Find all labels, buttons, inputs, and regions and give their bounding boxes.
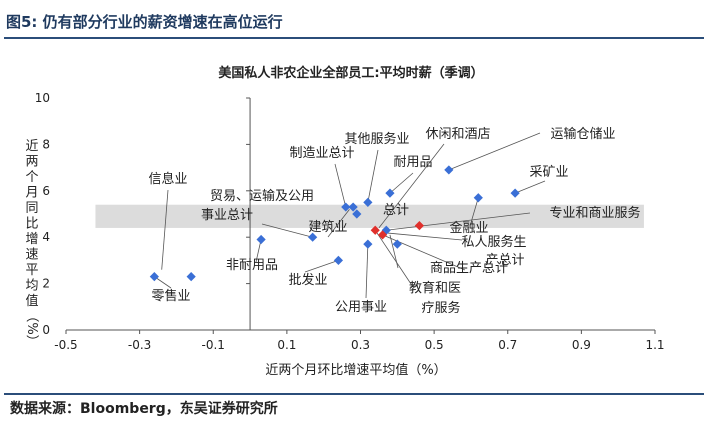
leader-line	[386, 212, 531, 231]
point-label: 产总计	[485, 253, 524, 268]
scatter-chart: 美国私人非农企业全部员工:平均时薪（季调） -0.5 -0.3 -0.1 0.1 0.3…	[24, 65, 665, 378]
highlight-band	[95, 204, 644, 228]
y-axis-title-char: 同	[25, 201, 38, 216]
data-point	[333, 255, 344, 265]
leader-line	[374, 230, 414, 288]
chart-title: 美国私人非农企业全部员工:平均时薪（季调）	[218, 65, 483, 81]
x-tick-label: -0.5	[54, 338, 77, 352]
x-tick-label: -0.1	[202, 338, 225, 352]
x-axis-title: 近两个月环比增速平均值（%）	[265, 362, 446, 378]
x-tick-label: 0.7	[498, 338, 517, 352]
y-tick-label: 8	[42, 137, 50, 151]
y-axis-title-char: 平	[25, 263, 38, 278]
leader-line	[389, 234, 399, 269]
leader-line	[378, 143, 445, 229]
point-label: 公用事业	[335, 300, 387, 315]
data-point	[149, 272, 159, 282]
footer-rule	[4, 393, 704, 395]
y-axis-title-char: 个	[25, 170, 38, 185]
x-tick-label: 0.5	[425, 338, 444, 352]
data-point	[370, 225, 380, 235]
data-point	[256, 234, 266, 245]
y-tick-label: 4	[42, 230, 50, 244]
leader-line	[389, 172, 414, 194]
data-point	[348, 202, 358, 212]
leader-line	[365, 244, 369, 299]
data-point	[385, 188, 395, 198]
point-label: 私人服务生	[461, 234, 526, 250]
leader-line	[261, 223, 313, 238]
x-tick-label: 0.1	[277, 338, 296, 352]
y-tick-label: 6	[42, 184, 50, 198]
point-label: 其他服务业	[344, 131, 409, 147]
point-label: 耐用品	[393, 155, 432, 170]
point-label: 采矿业	[529, 165, 568, 180]
point-label: 教育和医	[409, 280, 461, 296]
y-axis-title-char: 月	[25, 186, 38, 201]
point-label: 总计	[383, 203, 409, 218]
leader-line	[154, 276, 172, 289]
point-label: 专业和商业服务	[549, 205, 640, 221]
y-axis-title-char: 近	[25, 139, 38, 154]
point-label: 疗服务	[421, 300, 460, 316]
x-tick-label: 1.1	[645, 338, 664, 352]
x-tick-label: 0.3	[351, 338, 370, 352]
leader-line	[334, 163, 347, 208]
point-label: 信息业	[148, 171, 187, 187]
point-label: 金融业	[449, 220, 488, 236]
x-tick-label: 0.9	[572, 338, 591, 352]
y-axis-title-char: 值	[25, 293, 38, 309]
y-axis-title-char: 增	[25, 232, 38, 247]
leader-line	[327, 209, 350, 238]
data-point	[363, 197, 373, 207]
leader-line	[469, 197, 479, 227]
data-point	[510, 188, 520, 198]
point-label: 事业总计	[201, 208, 253, 223]
point-label: 零售业	[151, 288, 190, 304]
leader-line	[304, 260, 339, 273]
point-label: 建筑业	[308, 219, 347, 235]
source-note: 数据来源：Bloomberg，东吴证券研究所	[10, 401, 278, 417]
data-point	[186, 272, 196, 282]
point-label: 商品生产总计	[430, 261, 508, 276]
point-label: 制造业总计	[289, 146, 354, 161]
data-point	[363, 239, 373, 249]
y-axis-title-unit: （%）	[24, 309, 39, 347]
figure-header: 图5: 仍有部分行业的薪资增速在高位运行	[0, 0, 708, 38]
y-axis-title-char: 两	[25, 155, 38, 170]
x-tick-label: -0.3	[128, 338, 151, 352]
point-label: 批发业	[288, 272, 327, 288]
y-tick-label: 2	[42, 277, 50, 291]
data-point	[473, 193, 483, 203]
point-label: 休闲和酒店	[425, 127, 490, 142]
point-label: 运输仓储业	[550, 126, 615, 142]
data-point	[352, 209, 362, 219]
y-axis-title-char: 均	[25, 279, 38, 294]
data-point	[341, 202, 351, 212]
header-rule	[4, 37, 704, 39]
y-axis-title-char: 比	[25, 217, 38, 232]
data-point	[377, 230, 388, 240]
leader-line	[382, 232, 463, 241]
point-label: 非耐用品	[226, 258, 278, 273]
data-point	[308, 232, 318, 242]
y-axis-title-char: 速	[25, 248, 38, 263]
y-tick-label: 0	[42, 323, 50, 337]
y-tick-label: 10	[35, 91, 50, 105]
leader-line	[448, 132, 541, 171]
leader-line	[514, 180, 546, 194]
data-point	[444, 165, 454, 175]
figure-caption: 图5: 仍有部分行业的薪资增速在高位运行	[6, 13, 283, 31]
leader-line	[367, 149, 379, 203]
point-label: 贸易、运输及公用	[210, 188, 314, 204]
data-point	[392, 239, 402, 249]
leader-line	[161, 189, 169, 270]
data-point	[414, 221, 424, 231]
